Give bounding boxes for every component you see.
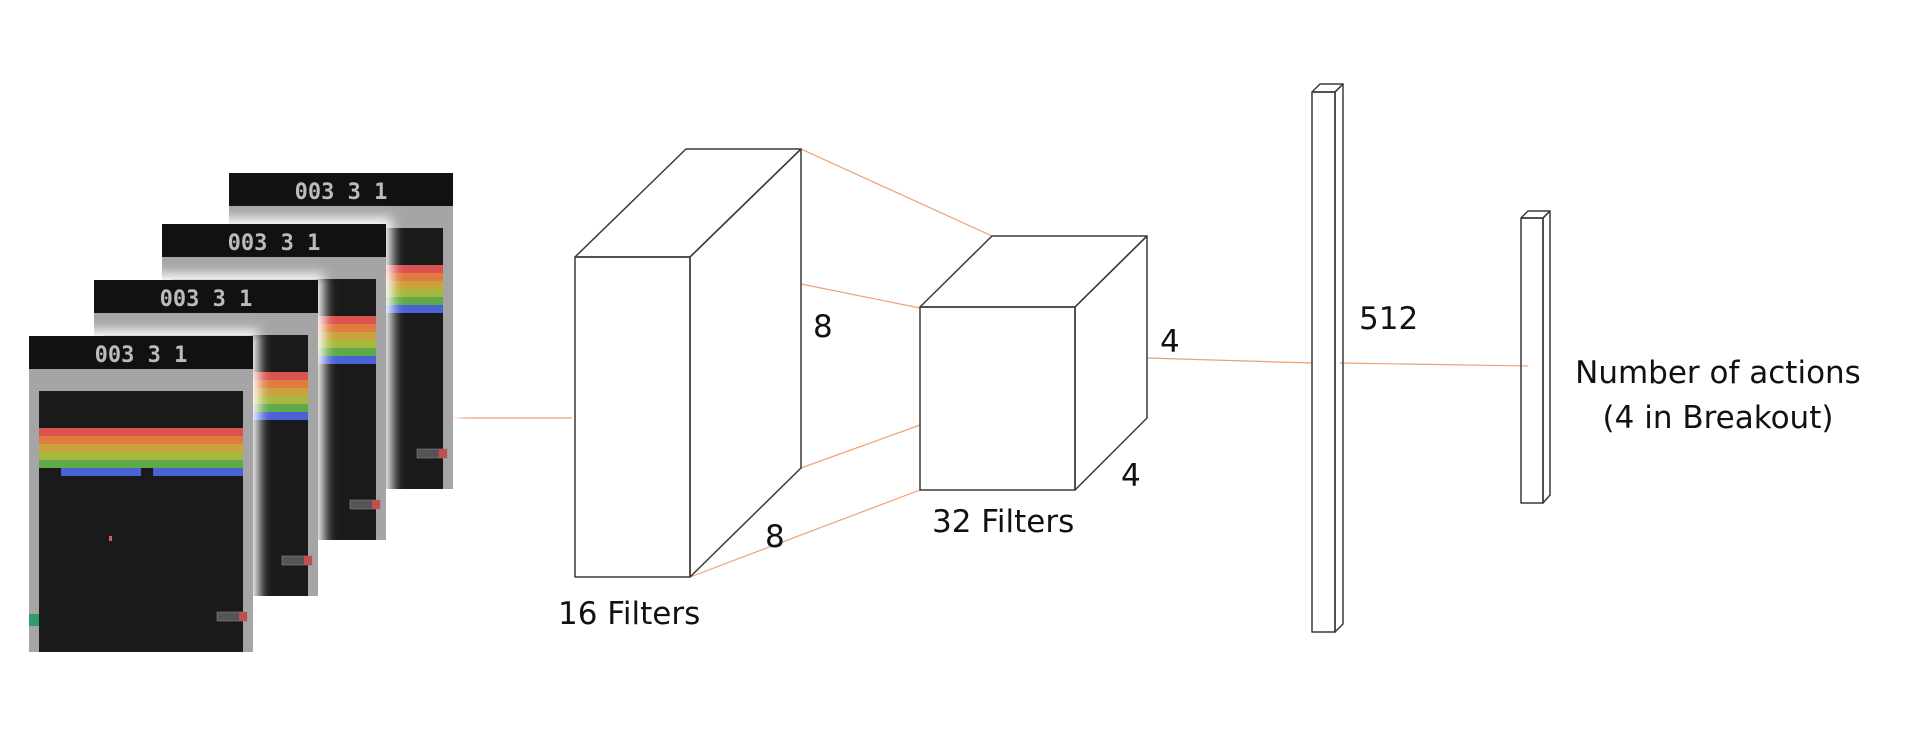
frame-brick-row — [39, 436, 243, 444]
connector-conv1-conv2-a — [800, 148, 993, 237]
frame-score-text: 003 3 1 — [160, 287, 253, 312]
output-side-face — [1542, 210, 1551, 504]
frame-top-wall — [94, 313, 318, 335]
frame-score-bar — [162, 224, 386, 257]
fc-front-face — [1311, 91, 1336, 633]
frame-right-wall — [243, 369, 253, 652]
frame-top-wall — [29, 369, 253, 391]
frame-indicator-dot — [304, 556, 312, 565]
frame-top-wall — [162, 257, 386, 279]
frame-score-text: 003 3 1 — [228, 231, 321, 256]
frame-blue-row-left — [61, 468, 141, 476]
frame-left-wall — [29, 369, 39, 652]
frame-brick-row — [39, 444, 243, 452]
conv2-front-face — [919, 306, 1076, 491]
conv1-side-face — [689, 148, 802, 578]
connector-fc-output — [1339, 362, 1529, 367]
frame-score-bar — [229, 173, 453, 206]
frame-indicator-dot — [372, 500, 380, 509]
conv2-side-face — [1074, 235, 1148, 491]
conv1-block: 16 Filters 8 8 — [558, 148, 833, 632]
frame-indicator-dot — [239, 612, 247, 621]
frame-blue-row-right — [353, 305, 443, 313]
conv1-front-face — [574, 256, 691, 578]
conv2-filters-label: 32 Filters — [932, 504, 1074, 540]
frame-brick-row — [39, 452, 243, 460]
frame-right-wall — [376, 257, 386, 540]
frame-right-wall — [443, 206, 453, 489]
conv1-kernel-label-b: 8 — [765, 519, 785, 555]
fc-side-face — [1334, 83, 1344, 633]
output-label-line2: (4 in Breakout) — [1603, 400, 1834, 436]
frame-blue-row-right — [286, 356, 376, 364]
frame-marker — [29, 614, 39, 626]
output-label-line1: Number of actions — [1575, 355, 1861, 391]
output-layer-bar: Number of actions (4 in Breakout) — [1520, 210, 1861, 504]
frame-blue-row-right — [218, 412, 308, 420]
frame-score-bar — [29, 336, 253, 369]
conv2-kernel-label-a: 4 — [1160, 324, 1180, 360]
connector-conv1-conv2-d — [689, 489, 921, 578]
frame-ball — [109, 536, 112, 541]
fc-units-label: 512 — [1359, 301, 1418, 337]
conv1-kernel-label-a: 8 — [813, 309, 833, 345]
connector-conv1-conv2-c — [800, 424, 921, 469]
fc-layer-bar: 512 — [1311, 83, 1418, 633]
frame-brick-row — [39, 428, 243, 436]
frame-score-text: 003 3 1 — [295, 180, 388, 205]
output-front-face — [1520, 217, 1544, 504]
connector-conv2-fc — [1146, 357, 1313, 364]
connector-lines — [452, 148, 1529, 578]
conv2-block: 32 Filters 4 4 — [919, 235, 1180, 540]
input-frames-stack: 003 3 1 003 3 1 003 3 1 003 3 1 — [23, 167, 459, 658]
conv1-top-face — [574, 148, 802, 258]
conv2-kernel-label-b: 4 — [1121, 458, 1141, 494]
conv2-top-face — [919, 235, 1148, 308]
frame-right-wall — [308, 313, 318, 596]
frame-score-text: 003 3 1 — [95, 343, 188, 368]
conv1-filters-label: 16 Filters — [558, 596, 700, 632]
connector-conv1-conv2-b — [800, 283, 921, 309]
frame-indicator-dot — [439, 449, 447, 458]
frame-brick-row — [39, 460, 243, 468]
frame-blue-row-right — [153, 468, 243, 476]
frame-score-bar — [94, 280, 318, 313]
game-frame-4: 003 3 1 — [23, 330, 259, 658]
